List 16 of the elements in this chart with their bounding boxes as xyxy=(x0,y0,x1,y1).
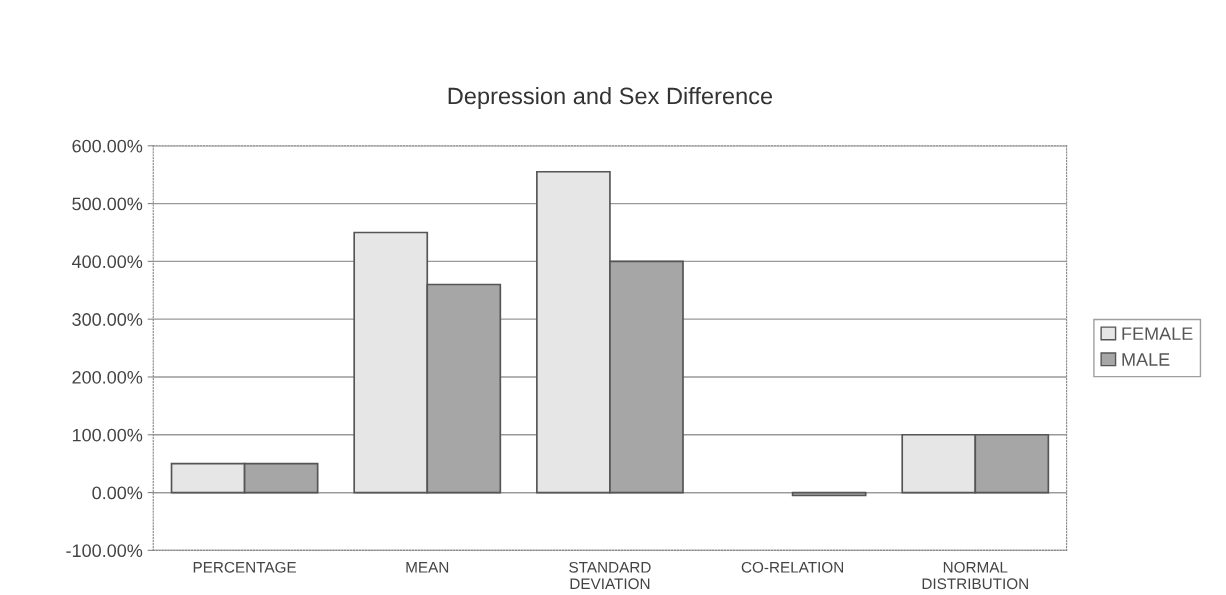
x-tick-label: MEAN xyxy=(406,562,449,573)
y-tick-label: 400.00% xyxy=(71,255,143,269)
y-tick-label: 300.00% xyxy=(72,313,143,326)
x-tick-label: CO-RELATION xyxy=(741,561,843,573)
x-tick-label: NORMAL DISTRIBUTION xyxy=(922,561,1028,590)
y-tick-label: 600.00% xyxy=(72,139,143,153)
chart-title: Depression and Sex Difference xyxy=(448,87,773,110)
legend-label: MALE xyxy=(1122,353,1170,366)
y-tick-label: 200.00% xyxy=(72,370,143,384)
x-tick-label: PERCENTAGE xyxy=(193,561,296,573)
y-tick-label: 0.00% xyxy=(92,486,143,500)
y-tick-label: -100.00% xyxy=(66,544,143,558)
legend-label: FEMALE xyxy=(1122,327,1193,340)
y-tick-label: 500.00% xyxy=(72,197,143,211)
x-tick-label: STANDARD DEVIATION xyxy=(569,561,651,590)
y-tick-label: 100.00% xyxy=(72,428,143,442)
